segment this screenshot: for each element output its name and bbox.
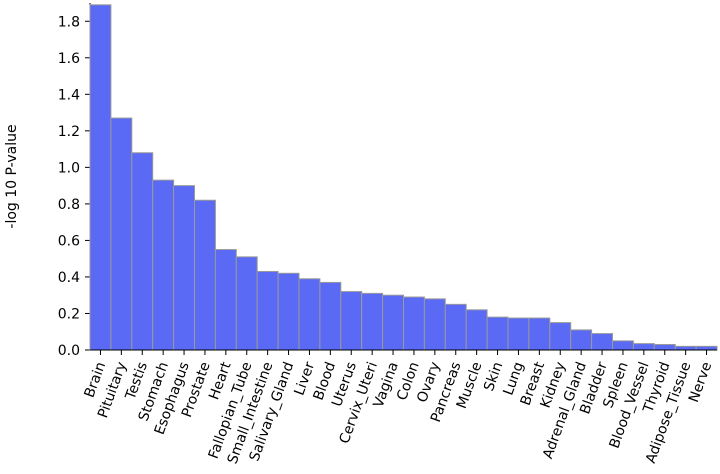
bar-kidney bbox=[549, 322, 572, 351]
bar-heart bbox=[214, 249, 237, 351]
bar-uterus bbox=[340, 291, 363, 351]
y-tick-label: 1.8 bbox=[58, 14, 80, 30]
bar-liver bbox=[298, 278, 321, 351]
y-tick-label: 1.4 bbox=[58, 87, 80, 103]
bar-nerve bbox=[695, 345, 718, 351]
bar-colon bbox=[403, 296, 425, 351]
y-tick-label: 0.4 bbox=[58, 270, 80, 286]
x-ticks: BrainPituitaryTestisStomachEsophagusPros… bbox=[82, 350, 715, 466]
bar-muscle bbox=[465, 309, 488, 351]
bar-lung bbox=[507, 317, 530, 351]
y-tick-label: 1.2 bbox=[58, 124, 80, 140]
bar-ovary bbox=[423, 298, 446, 351]
bar-esophagus bbox=[173, 185, 196, 351]
y-tick-label: 0.8 bbox=[58, 197, 80, 213]
bar-testis bbox=[131, 152, 154, 351]
bar-spleen bbox=[612, 340, 634, 351]
bar-bladder bbox=[591, 333, 613, 351]
bar-blood bbox=[319, 281, 342, 351]
x-axis: BrainPituitaryTestisStomachEsophagusPros… bbox=[82, 349, 717, 466]
bar-salivary-gland bbox=[277, 272, 300, 351]
y-axis-title: -log 10 P-value bbox=[4, 124, 20, 228]
bar-adipose-tissue bbox=[674, 345, 697, 351]
bars bbox=[89, 4, 718, 351]
y-tick-label: 1.0 bbox=[58, 160, 80, 176]
y-tick-label: 0.0 bbox=[58, 343, 80, 359]
bar-pituitary bbox=[110, 117, 133, 351]
bar-fallopian-tube bbox=[235, 256, 258, 351]
bar-pancreas bbox=[444, 303, 467, 351]
bar-brain bbox=[89, 4, 112, 351]
y-ticks: 0.0 0.2 0.4 0.6 0.8 1.0 1.2 1.4 1.6 1.8 bbox=[58, 14, 90, 359]
y-tick-label: 0.6 bbox=[58, 233, 80, 249]
bar-blood-vessel bbox=[632, 343, 655, 351]
bar-small-intestine bbox=[256, 270, 279, 351]
bar-stomach bbox=[152, 179, 175, 351]
bar-prostate bbox=[194, 199, 216, 351]
bar-vagina bbox=[382, 294, 405, 351]
bar-adrenal-gland bbox=[570, 329, 593, 351]
y-axis: 0.0 0.2 0.4 0.6 0.8 1.0 1.2 1.4 1.6 1.8 bbox=[58, 3, 91, 359]
bar-thyroid bbox=[653, 344, 676, 351]
y-tick-label: 1.6 bbox=[58, 51, 80, 67]
bar-cervix-uteri bbox=[361, 292, 384, 351]
bar-breast bbox=[528, 317, 551, 351]
bar-skin bbox=[486, 316, 509, 351]
y-tick-label: 0.2 bbox=[58, 306, 80, 322]
